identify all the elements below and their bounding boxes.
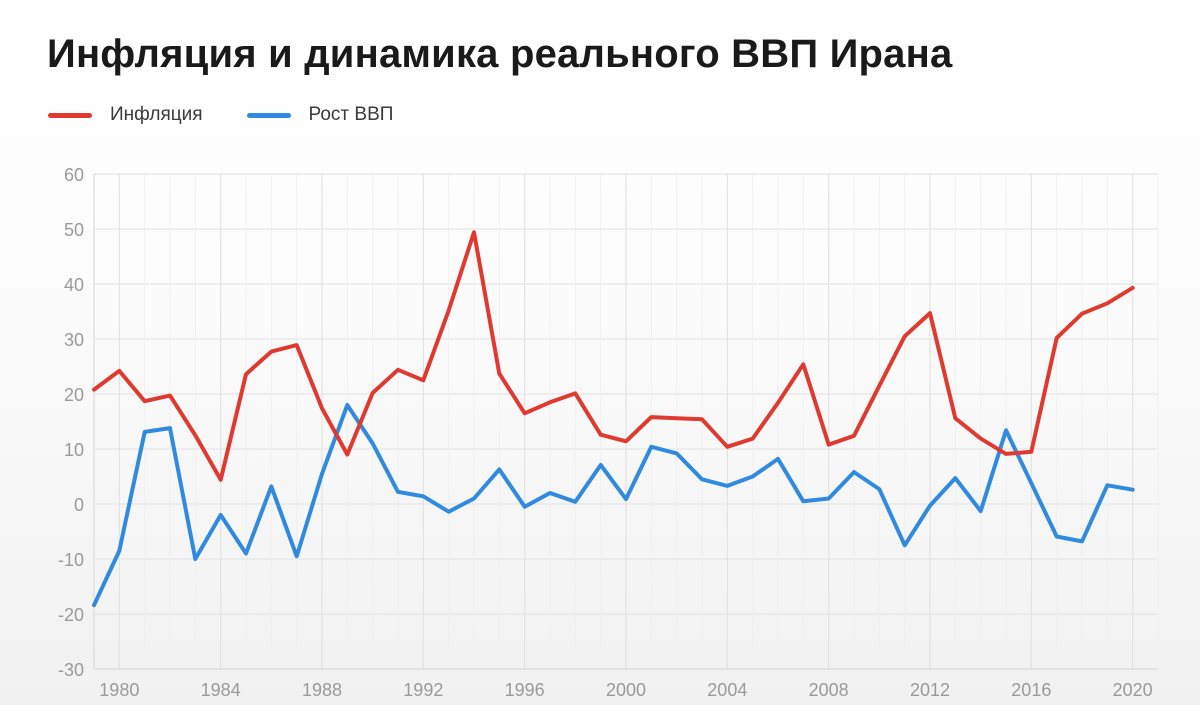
x-tick-label: 2016 (1011, 680, 1051, 700)
legend-label-inflation: Инфляция (110, 104, 203, 125)
x-tick-label: 1992 (403, 680, 443, 700)
y-tick-label: 40 (64, 275, 84, 295)
legend-item-gdp-growth: Рост ВВП (246, 104, 394, 126)
x-tick-label: 1988 (302, 680, 342, 700)
x-tick-label: 1984 (201, 680, 241, 700)
y-tick-label: 20 (64, 385, 84, 405)
y-tick-label: 30 (64, 330, 84, 350)
chart-title: Инфляция и динамика реального ВВП Ирана (47, 32, 953, 76)
y-tick-label: 10 (64, 440, 84, 460)
x-tick-label: 2008 (809, 680, 849, 700)
legend-label-gdp-growth: Рост ВВП (308, 104, 394, 125)
x-tick-label: 2012 (910, 680, 950, 700)
legend-swatch-gdp-growth (246, 112, 291, 118)
y-tick-label: -20 (58, 605, 84, 625)
x-tick-label: 2000 (606, 680, 646, 700)
legend-item-inflation: Инфляция (48, 104, 203, 126)
y-tick-label: 0 (74, 495, 84, 515)
y-tick-label: 60 (64, 165, 84, 185)
x-tick-label: 1980 (99, 680, 139, 700)
x-tick-label: 2020 (1113, 680, 1153, 700)
legend-swatch-inflation (48, 112, 92, 118)
x-tick-label: 1996 (505, 680, 545, 700)
chart-legend: Инфляция Рост ВВП (48, 104, 437, 126)
gdp-growth-series-line (92, 403, 1135, 608)
y-tick-label: -10 (58, 550, 84, 570)
y-tick-label: -30 (58, 660, 84, 680)
inflation-series-line (92, 230, 1135, 482)
y-tick-label: 50 (64, 220, 84, 240)
x-tick-label: 2004 (707, 680, 747, 700)
